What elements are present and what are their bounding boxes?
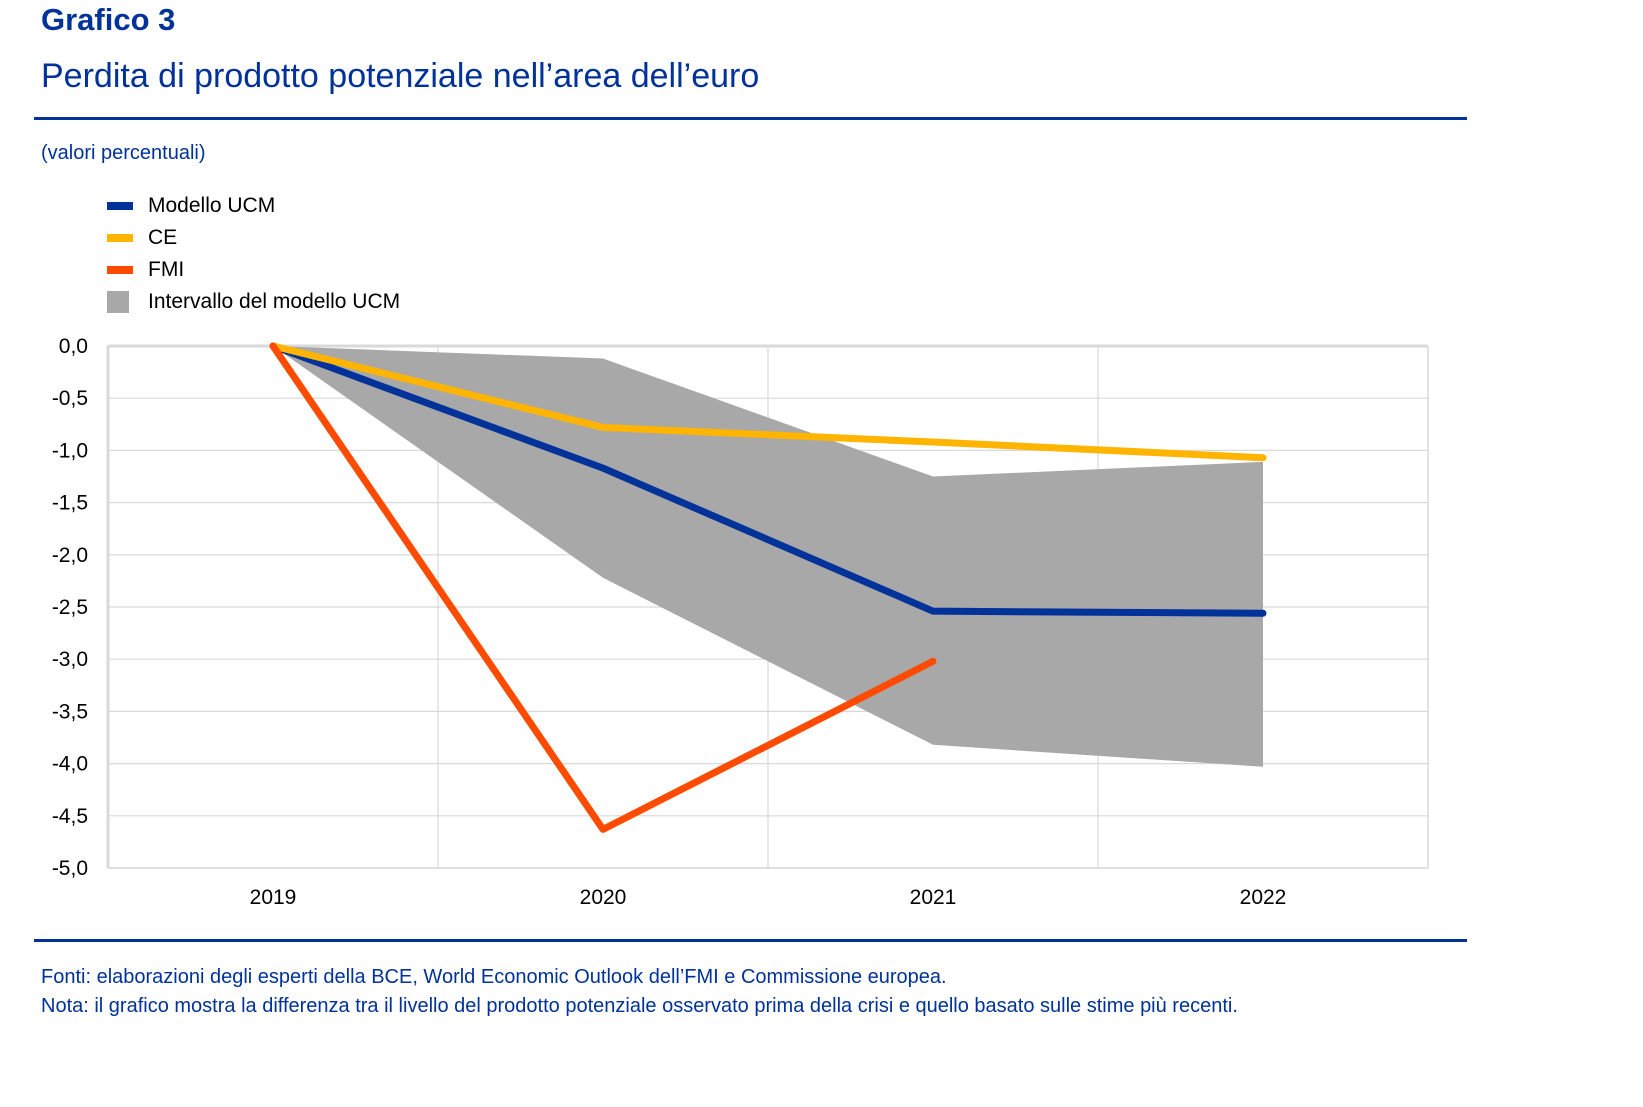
- x-tick-label: 2019: [250, 886, 297, 909]
- sources-text: Fonti: elaborazioni degli esperti della …: [41, 966, 947, 988]
- legend-item-ucm: Modello UCM: [107, 190, 400, 222]
- top-divider: [34, 117, 1467, 120]
- footer: Fonti: elaborazioni degli esperti della …: [41, 963, 1441, 1021]
- x-tick-label: 2020: [580, 886, 627, 909]
- units-label: (valori percentuali): [41, 142, 206, 164]
- x-tick-label: 2021: [910, 886, 957, 909]
- y-tick-label: 0,0: [59, 335, 88, 358]
- y-tick-label: -2,5: [52, 596, 88, 619]
- x-tick-label: 2022: [1240, 886, 1287, 909]
- bottom-divider: [34, 939, 1467, 942]
- y-tick-label: -4,5: [52, 805, 88, 828]
- y-tick-label: -3,5: [52, 700, 88, 723]
- chart-number: Grafico 3: [41, 2, 176, 37]
- legend-swatch-band: [107, 291, 129, 313]
- y-tick-label: -1,0: [52, 439, 88, 462]
- legend-label: Intervallo del modello UCM: [148, 290, 401, 313]
- y-tick-label: -3,0: [52, 648, 88, 671]
- y-tick-label: -1,5: [52, 492, 88, 515]
- legend: Modello UCM CE FMI Intervallo del modell…: [107, 190, 400, 318]
- legend-label: CE: [148, 226, 178, 249]
- note-text: Nota: il grafico mostra la differenza tr…: [41, 995, 1238, 1017]
- legend-swatch-ce: [107, 234, 133, 242]
- ucm-interval-band: [273, 346, 1263, 767]
- legend-item-ce: CE: [107, 222, 400, 254]
- chart-title: Perdita di prodotto potenziale nell’area…: [41, 57, 760, 95]
- legend-item-band: Intervallo del modello UCM: [107, 286, 400, 318]
- legend-label: FMI: [148, 258, 185, 281]
- y-tick-label: -5,0: [52, 857, 88, 880]
- legend-swatch-fmi: [107, 266, 133, 274]
- legend-item-fmi: FMI: [107, 254, 400, 286]
- y-tick-label: -0,5: [52, 387, 88, 410]
- y-tick-label: -2,0: [52, 544, 88, 567]
- legend-swatch-ucm: [107, 202, 133, 210]
- series-line-ce: [269, 342, 1267, 462]
- y-tick-label: -4,0: [52, 753, 88, 776]
- legend-label: Modello UCM: [148, 194, 276, 217]
- series-line-modello-ucm: [269, 342, 1267, 617]
